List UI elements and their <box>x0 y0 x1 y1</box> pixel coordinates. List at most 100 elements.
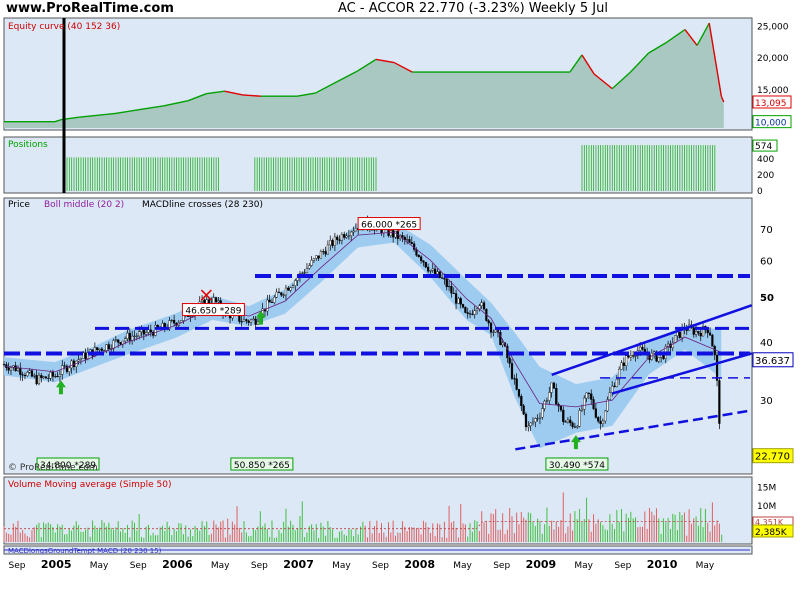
candle-body <box>541 408 544 418</box>
equity-current-box <box>752 95 792 109</box>
candle-body <box>620 362 623 370</box>
candle-body <box>480 302 483 306</box>
candle-body <box>28 370 31 373</box>
candle-body <box>443 277 446 280</box>
candle-body <box>508 357 511 364</box>
positions-tick-label: 200 <box>757 171 774 181</box>
candle-body <box>312 258 316 261</box>
candle-body <box>308 265 311 269</box>
candle-body <box>475 308 479 311</box>
time-tick-label: 2005 <box>41 558 72 571</box>
equity-segment <box>315 82 334 94</box>
candle-body <box>482 302 486 310</box>
candle-body <box>604 410 607 422</box>
axes-layer: Sep 2005 May Sep 2006 May Sep 2007 May Sep 2008 May… <box>4 549 750 571</box>
candle-body <box>117 339 120 343</box>
candle-body <box>70 360 73 369</box>
candle-body <box>14 365 17 371</box>
equity-current-label: 13,095 <box>755 99 787 109</box>
candle-body <box>499 332 502 345</box>
candle-body <box>662 355 665 359</box>
candle-body <box>671 342 674 348</box>
candle-body <box>324 251 327 255</box>
candle-body <box>315 255 318 259</box>
volume-moving-average <box>4 521 719 530</box>
candle-body <box>305 268 309 273</box>
candle-body <box>331 240 334 246</box>
candle-body <box>138 331 141 337</box>
candle-body <box>510 363 514 379</box>
candle-body <box>49 372 52 379</box>
candle-body <box>317 255 320 259</box>
candle-body <box>58 374 62 377</box>
candle-body <box>310 260 313 266</box>
candle-body <box>247 320 250 323</box>
site-title[interactable]: www.ProRealTime.com <box>6 1 174 16</box>
candle-body <box>47 378 50 380</box>
equity-segment <box>629 52 650 73</box>
candle-body <box>447 286 451 288</box>
time-tick-label: Sep <box>372 561 389 571</box>
candle-body <box>173 319 176 324</box>
candle-body <box>492 331 495 333</box>
positions-tick-label: 0 <box>757 187 763 197</box>
candle-body <box>119 342 122 345</box>
candle-body <box>79 358 82 360</box>
candle-body <box>438 271 441 278</box>
candle-body <box>718 380 721 424</box>
equity-segment <box>648 41 668 54</box>
candle-body <box>431 268 434 271</box>
candle-body <box>131 335 134 341</box>
candle-body <box>417 254 420 258</box>
equity-segment <box>163 99 189 107</box>
equity-segment <box>696 22 710 46</box>
candle-body <box>543 400 546 409</box>
candle-body <box>326 244 330 255</box>
candle-body <box>254 318 257 325</box>
price-layer: 46.650 *289 66.000 *265 34.800 *289 50.850 … <box>2 215 794 471</box>
candle-body <box>578 410 581 427</box>
annotation-box <box>230 457 294 471</box>
candle-body <box>112 340 115 350</box>
time-tick-label: May <box>574 561 593 571</box>
equity-segment <box>581 54 595 75</box>
candle-body <box>420 256 423 261</box>
price-tick-label: 60 <box>760 256 773 267</box>
boll-title: Boll middle (20 2) <box>44 200 124 210</box>
candle-body <box>711 334 714 347</box>
candle-body <box>501 342 504 345</box>
macd-title: MACDlongsGroundTempt MACD (20 230 15) <box>8 547 162 555</box>
candle-body <box>531 421 535 424</box>
time-tick-label: May <box>453 561 472 571</box>
candle-body <box>100 348 103 351</box>
candle-body <box>98 348 101 351</box>
equity-segment <box>666 28 686 43</box>
candle-body <box>639 346 642 351</box>
candle-body <box>641 346 644 350</box>
bollinger-band <box>4 222 722 449</box>
time-tick-label: Sep <box>251 561 268 571</box>
candle-body <box>284 287 288 296</box>
candle-body <box>408 239 411 243</box>
candle-body <box>336 236 339 241</box>
equity-segment <box>139 105 165 111</box>
candle-body <box>54 376 57 378</box>
equity-tick-label: 20,000 <box>757 54 789 64</box>
candle-body <box>615 378 618 387</box>
candle-body <box>2 364 6 366</box>
candle-body <box>154 325 157 336</box>
candle-body <box>555 388 558 405</box>
candle-body <box>401 235 404 238</box>
time-tick-label: May <box>90 561 109 571</box>
candle-body <box>103 350 106 352</box>
candle-body <box>552 382 556 389</box>
candle-body <box>345 235 348 238</box>
candle-body <box>252 318 255 321</box>
candle-body <box>145 332 148 335</box>
candle-body <box>240 321 243 323</box>
candle-body <box>124 338 127 342</box>
candle-body <box>536 418 539 420</box>
candle-body <box>459 298 462 305</box>
